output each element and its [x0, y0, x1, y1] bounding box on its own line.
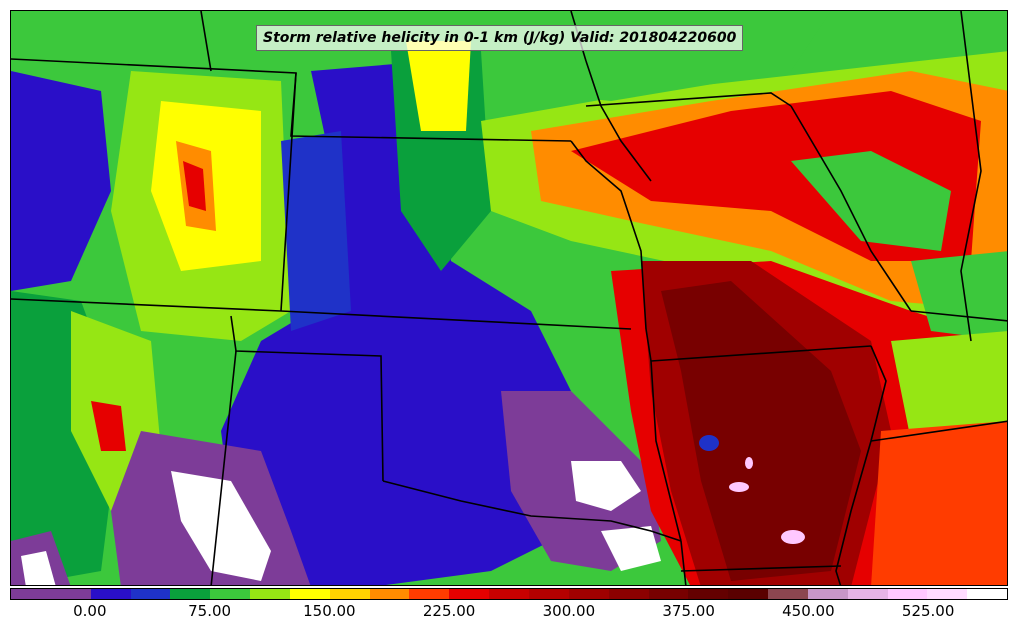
colorbar-segment — [130, 589, 171, 599]
colorbar-tick-label: 150.00 — [303, 602, 356, 620]
colorbar-segment — [170, 589, 211, 599]
border-il-mo — [585, 60, 652, 182]
field-blue-spot — [699, 435, 719, 451]
border-ok-tx — [382, 480, 682, 542]
field-central-blue2 — [281, 131, 351, 331]
field-central-yellow — [406, 41, 471, 131]
colorbar-segment — [489, 589, 529, 599]
colorbar-segment — [369, 589, 410, 599]
border-tx-east — [680, 540, 687, 585]
colorbar-segment — [210, 589, 251, 599]
colorbar-segment — [648, 589, 689, 599]
colorbar-segment — [927, 589, 968, 599]
helicity-contour-map — [11, 11, 1007, 585]
border-ms-river — [870, 420, 1007, 442]
colorbar-tick-label: 75.00 — [188, 602, 232, 620]
border-ok-panhandle — [210, 350, 237, 585]
field-west-red — [183, 161, 206, 211]
border-il-east — [790, 105, 912, 312]
colorbar-segment — [768, 589, 808, 599]
border-ky-tn — [910, 310, 1007, 322]
colorbar-segment — [250, 589, 290, 599]
colorbar-segment — [329, 589, 370, 599]
colorbar-segment — [568, 589, 609, 599]
border-ok-east — [645, 328, 682, 542]
colorbar-tick-label: 0.00 — [73, 602, 107, 620]
colorbar-segment — [608, 589, 649, 599]
field-pink-spot-1 — [729, 482, 749, 492]
field-ne-green — [791, 151, 951, 251]
field-se-yellow-right — [891, 331, 1007, 441]
border-ne-top — [200, 11, 212, 72]
field-central-blue — [221, 61, 571, 585]
border-ar-south — [680, 565, 842, 572]
border-ar-north — [650, 345, 872, 362]
field-sw-red — [91, 401, 126, 451]
border-in-east — [960, 11, 982, 342]
colorbar-tick-labels: 0.00 75.00 150.00 225.00 300.00 375.00 450.00 5… — [10, 602, 1008, 626]
border-ia-mo — [585, 92, 792, 107]
colorbar-segment — [289, 589, 330, 599]
colorbar-tick-label: 375.00 — [662, 602, 715, 620]
field-white-far-sw — [21, 551, 56, 585]
field-pink-spot-2 — [781, 530, 805, 544]
field-white-sw — [171, 471, 271, 581]
field-se-core — [661, 281, 861, 581]
colorbar-segment — [528, 589, 569, 599]
state-boundaries — [11, 11, 1007, 585]
colorbar-segment — [807, 589, 848, 599]
map-panel: Storm relative helicity in 0-1 km (J/kg)… — [10, 10, 1008, 586]
colorbar-segment — [90, 589, 131, 599]
colorbar-segment — [409, 589, 450, 599]
colorbar-tick-label: 450.00 — [782, 602, 835, 620]
border-co-west — [280, 72, 297, 312]
border-ok-north — [230, 315, 384, 482]
border-co-ks — [11, 298, 632, 330]
colorbar-segment — [847, 589, 888, 599]
colorbar-segment — [728, 589, 769, 599]
field-white-ok — [571, 461, 641, 511]
colorbar-tick-label: 300.00 — [542, 602, 596, 620]
colorbar-tick-label: 225.00 — [422, 602, 476, 620]
field-white-tx — [601, 526, 661, 571]
colorbar-segment — [887, 589, 928, 599]
border-ar-east — [835, 345, 887, 585]
field-far-west-blue — [11, 71, 111, 291]
colorbar-segment — [449, 589, 490, 599]
colorbar — [10, 588, 1008, 600]
field-pink-spot-3 — [745, 457, 753, 469]
colorbar-segment — [11, 589, 51, 599]
map-title: Storm relative helicity in 0-1 km (J/kg)… — [256, 25, 744, 51]
colorbar-segment — [688, 589, 729, 599]
colorbar-tick-label: 525.00 — [901, 602, 955, 620]
field-se-orange-right — [871, 421, 1007, 585]
colorbar-segment — [967, 589, 1008, 599]
colorbar-segment — [50, 589, 91, 599]
border-ks-mo — [570, 140, 647, 330]
